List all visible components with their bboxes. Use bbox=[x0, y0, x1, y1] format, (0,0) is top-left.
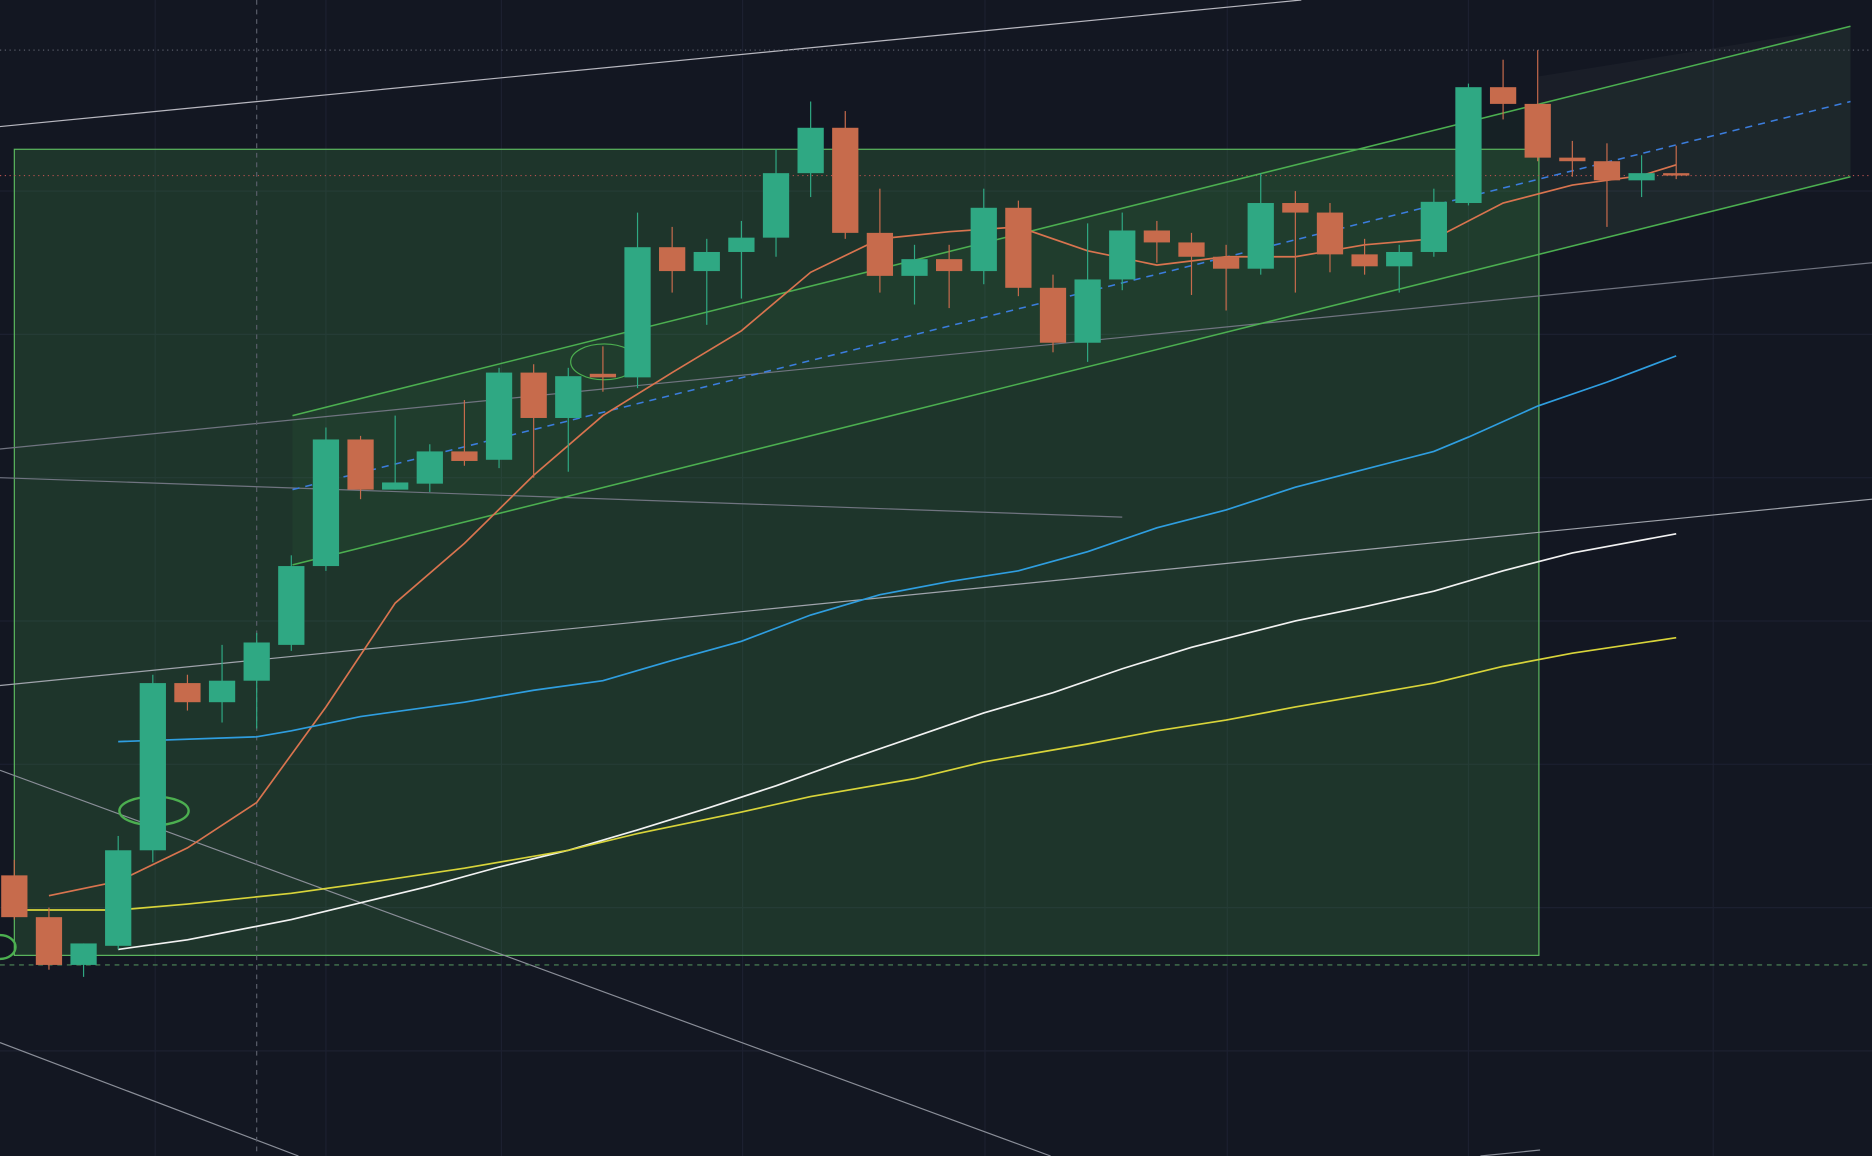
candle-body bbox=[555, 376, 582, 418]
series bbox=[1, 50, 1690, 977]
candle-body bbox=[139, 683, 166, 851]
candle-body bbox=[970, 207, 997, 272]
candle-body bbox=[728, 237, 755, 252]
candle-body bbox=[520, 372, 547, 418]
candle-body bbox=[1212, 256, 1240, 269]
candle-body bbox=[35, 917, 63, 965]
candle-body bbox=[1282, 203, 1309, 213]
candle-body bbox=[693, 251, 720, 272]
candle-body bbox=[1628, 173, 1655, 181]
candle-body bbox=[105, 850, 132, 946]
channel-middle bbox=[292, 100, 1851, 491]
moving-average bbox=[118, 355, 1677, 743]
candle-body bbox=[416, 451, 443, 484]
candle-body bbox=[1420, 201, 1447, 252]
candle-body bbox=[347, 439, 374, 490]
candle-body bbox=[382, 482, 409, 490]
candle-body bbox=[624, 247, 651, 378]
channel-upper bbox=[292, 25, 1851, 417]
moving-average bbox=[14, 636, 1677, 911]
moving-average bbox=[118, 532, 1677, 951]
candle-body bbox=[70, 943, 97, 965]
candle-body bbox=[278, 566, 305, 645]
candle-body bbox=[1074, 279, 1101, 343]
candle-body bbox=[1593, 161, 1621, 181]
candle-body bbox=[1247, 203, 1274, 269]
candle-body bbox=[208, 680, 236, 703]
candle-body bbox=[1005, 207, 1032, 288]
candle-body bbox=[832, 127, 859, 233]
candle-body bbox=[243, 642, 270, 681]
candle-body bbox=[1524, 103, 1551, 158]
candle-body bbox=[1039, 287, 1067, 343]
candle-body bbox=[1386, 251, 1413, 267]
candle-body bbox=[659, 247, 686, 272]
trend-line bbox=[1480, 1149, 1541, 1156]
trend-line bbox=[0, 498, 1872, 687]
candle-body bbox=[589, 373, 617, 378]
candle-body bbox=[936, 259, 963, 272]
candle-body bbox=[1663, 173, 1690, 176]
trend-line bbox=[0, 262, 1872, 450]
candle-body bbox=[1455, 87, 1482, 204]
range-rectangle bbox=[13, 148, 1540, 956]
candle-body bbox=[485, 372, 513, 460]
candle-body bbox=[174, 683, 201, 703]
candle-body bbox=[1559, 157, 1586, 162]
candle-body bbox=[1143, 230, 1170, 243]
candle-body bbox=[1489, 87, 1517, 104]
candle-body bbox=[866, 232, 894, 276]
candle-body bbox=[1178, 242, 1205, 257]
candle-body bbox=[312, 439, 340, 567]
candle-body bbox=[762, 173, 790, 238]
candle-body bbox=[451, 451, 478, 461]
candle-body bbox=[1109, 230, 1136, 280]
trend-line bbox=[0, 1041, 299, 1156]
candle-body bbox=[1, 875, 28, 918]
ellipse bbox=[0, 933, 17, 961]
candle-body bbox=[901, 259, 928, 276]
trend-line bbox=[0, 769, 1051, 1156]
trend-line bbox=[0, 0, 1302, 128]
candle-body bbox=[797, 127, 824, 174]
candle-body bbox=[1316, 212, 1344, 255]
candle-body bbox=[1351, 254, 1378, 267]
channel-lower bbox=[292, 175, 1851, 566]
